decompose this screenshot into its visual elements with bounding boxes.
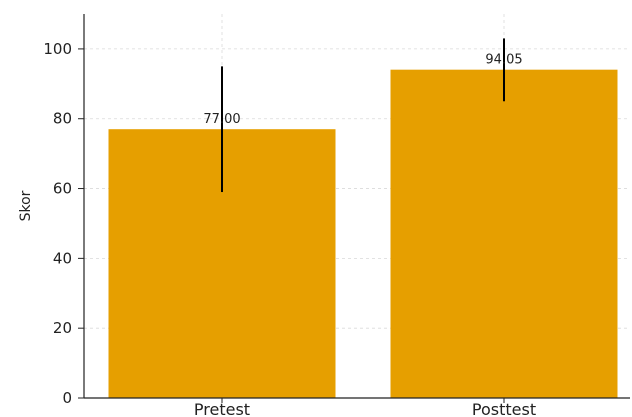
bar-value-label: 77.00	[203, 112, 240, 127]
error-bars-layer	[221, 38, 505, 193]
y-tick-label: 40	[53, 249, 72, 267]
y-axis-label: Skor	[18, 190, 34, 221]
bar-value-label: 94.05	[485, 53, 522, 68]
axes-layer	[83, 14, 630, 399]
y-tick-label: 100	[43, 40, 72, 58]
y-tick-label: 0	[62, 389, 72, 407]
x-category-label: Posttest	[472, 400, 536, 417]
x-categories-layer: Pretest Posttest	[194, 398, 536, 417]
y-tick-label: 60	[53, 180, 72, 198]
x-category-label: Pretest	[194, 400, 250, 417]
bars-layer	[108, 69, 618, 399]
y-tick-label: 20	[53, 319, 72, 337]
y-ticks-layer: 0 20 40 60 80 100	[43, 40, 84, 407]
data-labels-layer: 77.00 94.05	[203, 53, 522, 128]
bar	[390, 69, 618, 399]
y-tick-label: 80	[53, 110, 72, 128]
